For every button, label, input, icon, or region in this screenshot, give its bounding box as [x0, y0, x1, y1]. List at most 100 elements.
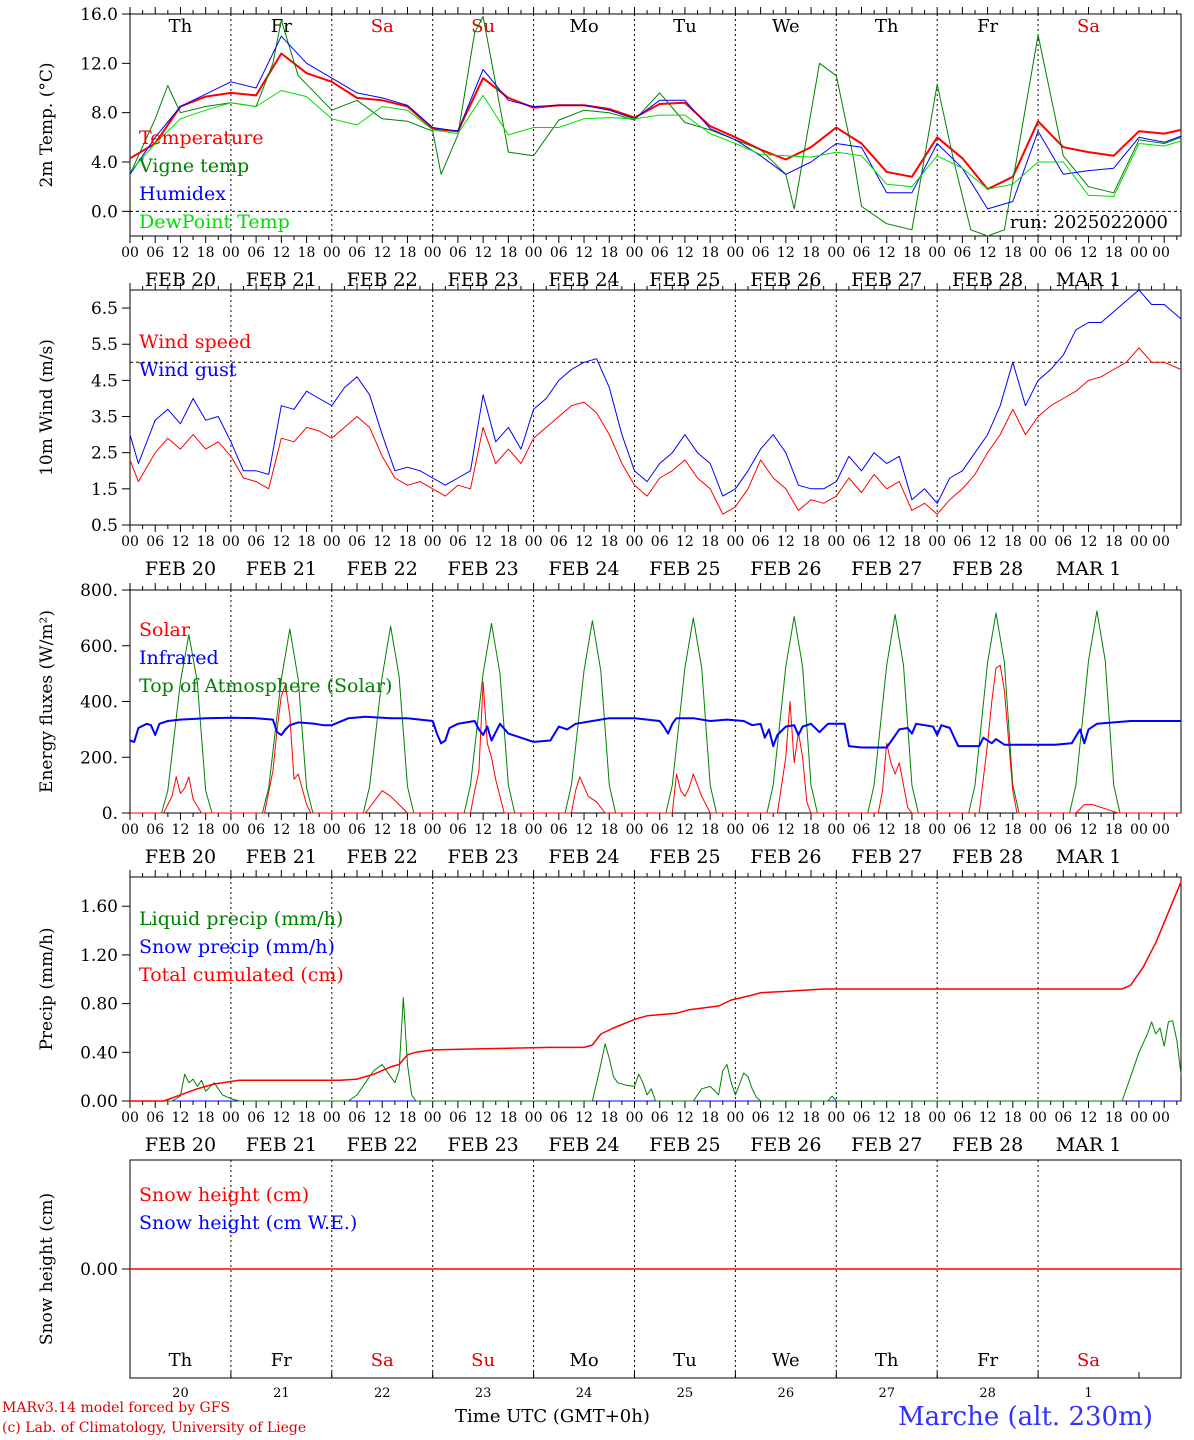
hour-tick-label: 06 [752, 1110, 770, 1126]
y-tick-label: 0.00 [80, 1260, 118, 1280]
legend-item: Wind gust [139, 359, 237, 381]
series-line-dewpoint-temp [129, 90, 1182, 197]
hour-tick-label: 06 [953, 245, 971, 261]
series-line-total-cumulated-cm- [130, 881, 1182, 1102]
hour-tick-label: 18 [1105, 1110, 1123, 1126]
y-tick-label: 12.0 [80, 54, 118, 74]
y-tick-label: 1.60 [80, 897, 118, 917]
hour-tick-label: 00 [525, 822, 543, 838]
hour-tick-label: 06 [853, 822, 871, 838]
hour-tick-label: 00 [424, 245, 442, 261]
legend-item: Temperature [139, 127, 263, 149]
day-number-label: 24 [576, 1386, 593, 1401]
hour-tick-label: 06 [146, 534, 164, 550]
hour-tick-label: 12 [777, 1110, 795, 1126]
date-label: FEB 27 [851, 558, 922, 580]
hour-tick-label: 12 [172, 245, 190, 261]
legend-item: Total cumulated (cm) [139, 964, 344, 986]
hour-tick-label: 06 [550, 534, 568, 550]
weekday-label: Tu [673, 16, 697, 37]
date-label: FEB 23 [448, 558, 519, 580]
hour-tick-label: 18 [802, 1110, 820, 1126]
hour-tick-label: 00 [827, 245, 845, 261]
date-label: FEB 23 [448, 846, 519, 868]
hour-tick-label: 18 [1105, 822, 1123, 838]
hour-tick-label: 12 [777, 534, 795, 550]
hour-tick-label: 00 [1130, 1110, 1148, 1126]
series-line-vigne-temp [129, 16, 1182, 237]
model-credit: MARv3.14 model forced by GFS [2, 1400, 231, 1416]
y-tick-label: 6.5 [91, 299, 118, 319]
hour-tick-label: 00 [626, 1110, 644, 1126]
hour-tick-label: 12 [878, 245, 896, 261]
hour-tick-label: 18 [197, 245, 215, 261]
hour-tick-label: 12 [272, 534, 290, 550]
x-axis-label: Time UTC (GMT+0h) [455, 1406, 650, 1427]
series-line-infrared [129, 715, 1181, 749]
y-tick-label: 600. [80, 637, 118, 657]
date-label: FEB 22 [347, 558, 418, 580]
date-label: FEB 24 [548, 846, 619, 868]
hour-tick-label: 18 [701, 245, 719, 261]
hour-tick-label: 12 [777, 822, 795, 838]
hour-tick-label: 18 [1004, 822, 1022, 838]
hour-tick-label: 00 [121, 822, 139, 838]
weekday-label: Th [169, 1350, 193, 1371]
hour-tick-label: 06 [1054, 1110, 1072, 1126]
date-label: FEB 21 [246, 558, 317, 580]
hour-tick-label: 18 [903, 534, 921, 550]
date-label: FEB 20 [145, 846, 216, 868]
hour-tick-label: 18 [600, 1110, 618, 1126]
date-label: FEB 26 [750, 558, 821, 580]
legend-item: Snow height (cm W.E.) [139, 1212, 357, 1234]
y-tick-label: 4.5 [91, 371, 118, 391]
hour-tick-label: 12 [676, 822, 694, 838]
y-axis-label: 10m Wind (m/s) [37, 339, 57, 476]
y-tick-label: 16.0 [80, 5, 118, 25]
hour-tick-label: 00 [928, 1110, 946, 1126]
weekday-label: Th [169, 16, 193, 37]
hour-tick-label: 00 [323, 822, 341, 838]
hour-tick-label: 12 [676, 245, 694, 261]
date-label: FEB 21 [246, 846, 317, 868]
y-tick-label: 4.0 [91, 153, 118, 173]
legend-item: DewPoint Temp [139, 211, 290, 233]
hour-tick-label: 00 [1130, 245, 1148, 261]
hour-tick-label: 18 [802, 534, 820, 550]
date-label: FEB 24 [548, 1134, 619, 1156]
legend-item: Top of Atmosphere (Solar) [139, 675, 392, 697]
hour-tick-label: 06 [449, 1110, 467, 1126]
hour-tick-label: 18 [499, 1110, 517, 1126]
date-label: FEB 25 [649, 269, 720, 291]
weekday-label: Th [875, 1350, 899, 1371]
hour-tick-label: 00 [1152, 245, 1170, 261]
y-tick-label: 0.40 [80, 1043, 118, 1063]
hour-tick-label: 12 [373, 1110, 391, 1126]
hour-tick-label: 00 [827, 822, 845, 838]
hour-tick-label: 06 [348, 822, 366, 838]
hour-tick-label: 06 [1054, 822, 1072, 838]
hour-tick-label: 12 [1080, 245, 1098, 261]
hour-tick-label: 00 [928, 534, 946, 550]
series-line-wind-gust [129, 289, 1182, 504]
date-label: MAR 1 [1056, 269, 1122, 291]
hour-tick-label: 18 [600, 245, 618, 261]
date-label: FEB 24 [548, 269, 619, 291]
hour-tick-label: 00 [726, 822, 744, 838]
hour-tick-label: 06 [651, 822, 669, 838]
hour-tick-label: 18 [903, 245, 921, 261]
hour-tick-label: 00 [1152, 534, 1170, 550]
legend-item: Vigne temp [138, 155, 249, 177]
hour-tick-label: 12 [272, 245, 290, 261]
hour-tick-label: 18 [298, 245, 316, 261]
hour-tick-label: 06 [1054, 245, 1072, 261]
hour-tick-label: 12 [878, 822, 896, 838]
hour-tick-label: 06 [348, 245, 366, 261]
date-label: FEB 23 [448, 1134, 519, 1156]
weekday-label: Sa [371, 16, 394, 37]
hour-tick-label: 06 [752, 245, 770, 261]
hour-tick-label: 18 [600, 822, 618, 838]
hour-tick-label: 00 [525, 1110, 543, 1126]
y-tick-label: 200. [80, 748, 118, 768]
hour-tick-label: 00 [525, 534, 543, 550]
